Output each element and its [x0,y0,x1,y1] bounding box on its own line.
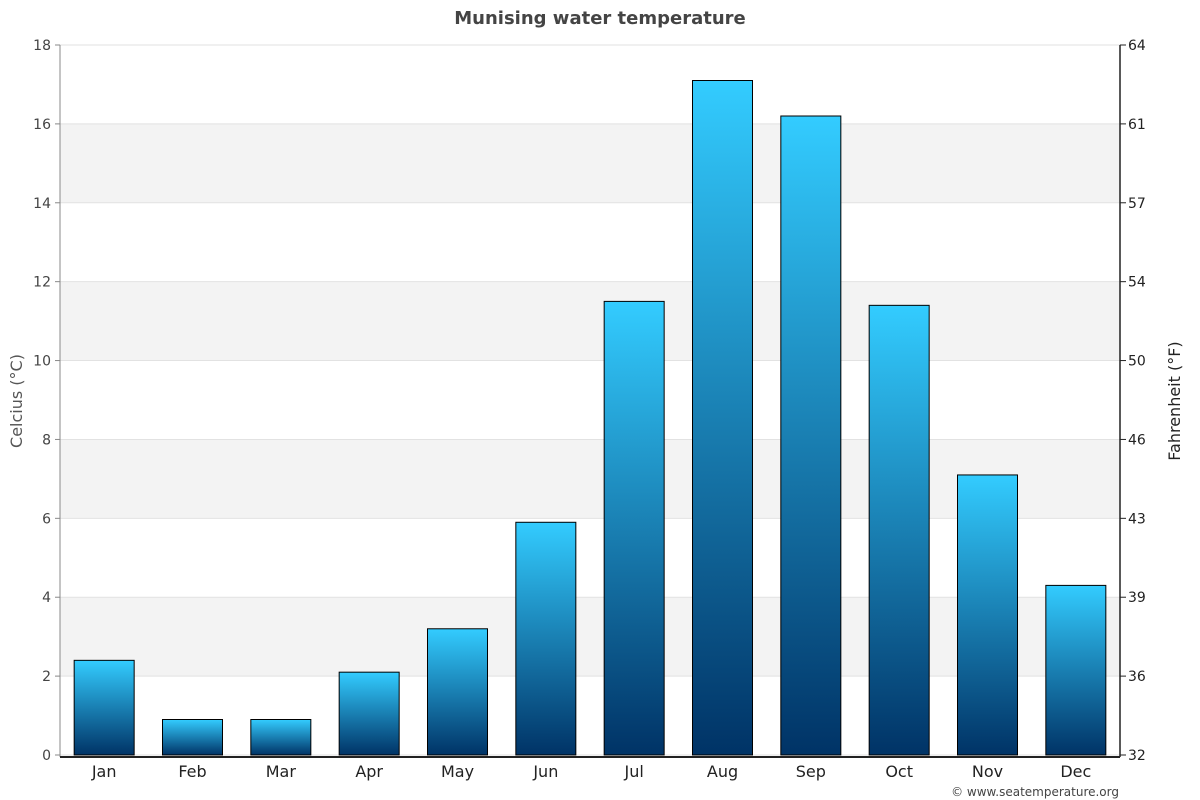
y-left-tick-label: 18 [33,38,51,54]
bar-jan [73,659,135,756]
y-right-tick-label: 32 [1128,748,1146,764]
x-tick-label: Aug [707,762,738,781]
y-right-tick-label: 64 [1128,38,1146,54]
axes [59,45,1121,758]
x-tick-label: Feb [178,762,206,781]
x-tick-label: Apr [355,762,383,781]
y-left-tick-label: 10 [33,354,51,370]
bar-jun [515,521,577,756]
y-left-tick-label: 2 [42,669,51,685]
x-tick-label: Nov [972,762,1003,781]
x-tick-label: May [441,762,474,781]
bar-oct [868,304,930,756]
x-tick-label: Sep [796,762,826,781]
bar-sep [780,115,842,756]
bar-mar [250,719,312,756]
grid-band [60,439,1120,519]
y-left-tick-label: 8 [42,432,51,448]
x-tick-label: Dec [1060,762,1091,781]
grid-bands [60,123,1120,677]
chart-title: Munising water temperature [454,8,745,29]
y-axis-right-ticks: 32 36 39 43 46 50 54 57 61 64 [1120,38,1146,764]
bar-dec [1045,584,1107,756]
x-tick-label: Jan [91,762,117,781]
y-left-tick-label: 16 [33,117,51,133]
bar-jul [603,300,665,756]
y-right-tick-label: 43 [1128,511,1146,527]
y-right-tick-label: 46 [1128,432,1146,448]
y-left-tick-label: 14 [33,196,51,212]
bar-may [427,628,488,756]
grid-band [60,123,1120,203]
y-right-tick-label: 54 [1128,275,1146,291]
grid-band [60,281,1120,361]
x-tick-label: Jul [624,762,644,781]
x-tick-label: Mar [266,762,297,781]
x-tick-label: Oct [885,762,913,781]
x-axis-ticks: Jan Feb Mar Apr May Jun Jul Aug Sep Oct Nov Dec [91,762,1091,781]
bar-apr [338,671,400,756]
bars [73,80,1107,756]
y-left-tick-label: 4 [42,590,51,606]
grid-band [60,597,1120,677]
y-left-tick-label: 12 [33,275,51,291]
y-right-tick-label: 50 [1128,354,1146,370]
y-right-tick-label: 57 [1128,196,1146,212]
bar-nov [957,474,1018,756]
y-axis-left-title: Celcius (°C) [7,354,26,448]
y-axis-right-title: Fahrenheit (°F) [1165,341,1184,460]
bar-aug [692,80,753,756]
bar-feb [162,719,223,756]
y-left-tick-label: 0 [42,748,51,764]
gridlines [60,44,1120,756]
x-tick-label: Jun [532,762,558,781]
y-right-tick-label: 36 [1128,669,1146,685]
y-left-tick-label: 6 [42,511,51,527]
y-right-tick-label: 39 [1128,590,1146,606]
y-right-tick-label: 61 [1128,117,1146,133]
credit-text: © www.seatemperature.org [951,785,1119,799]
y-axis-left-ticks: 0 2 4 6 8 10 12 14 16 18 [33,38,60,764]
